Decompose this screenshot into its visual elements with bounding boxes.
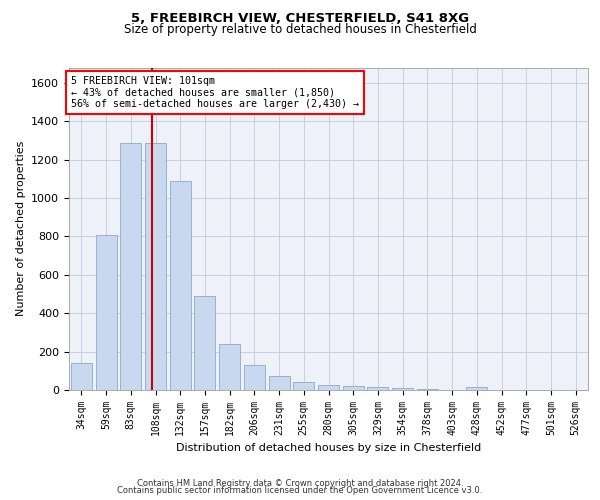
Bar (145, 144, 166, 390)
Text: Size of property relative to detached houses in Chesterfield: Size of property relative to detached ho… (124, 22, 476, 36)
Bar (194, 296, 215, 390)
Bar (343, 386, 364, 390)
Text: 5, FREEBIRCH VIEW, CHESTERFIELD, S41 8XG: 5, FREEBIRCH VIEW, CHESTERFIELD, S41 8XG (131, 12, 469, 26)
Bar (219, 344, 240, 390)
Bar (392, 388, 413, 390)
Bar (95, 234, 116, 390)
Text: Contains public sector information licensed under the Open Government Licence v3: Contains public sector information licen… (118, 486, 482, 495)
Bar (71, 363, 92, 390)
Bar (170, 181, 191, 390)
Bar (120, 144, 141, 390)
Y-axis label: Number of detached properties: Number of detached properties (16, 141, 26, 316)
Bar (269, 376, 290, 390)
Bar (367, 387, 388, 390)
Bar (417, 389, 438, 390)
Bar (466, 387, 487, 390)
Text: 5 FREEBIRCH VIEW: 101sqm
← 43% of detached houses are smaller (1,850)
56% of sem: 5 FREEBIRCH VIEW: 101sqm ← 43% of detach… (71, 76, 359, 109)
Text: Contains HM Land Registry data © Crown copyright and database right 2024.: Contains HM Land Registry data © Crown c… (137, 478, 463, 488)
X-axis label: Distribution of detached houses by size in Chesterfield: Distribution of detached houses by size … (176, 444, 481, 454)
Bar (318, 384, 339, 390)
Bar (244, 365, 265, 390)
Bar (293, 382, 314, 390)
